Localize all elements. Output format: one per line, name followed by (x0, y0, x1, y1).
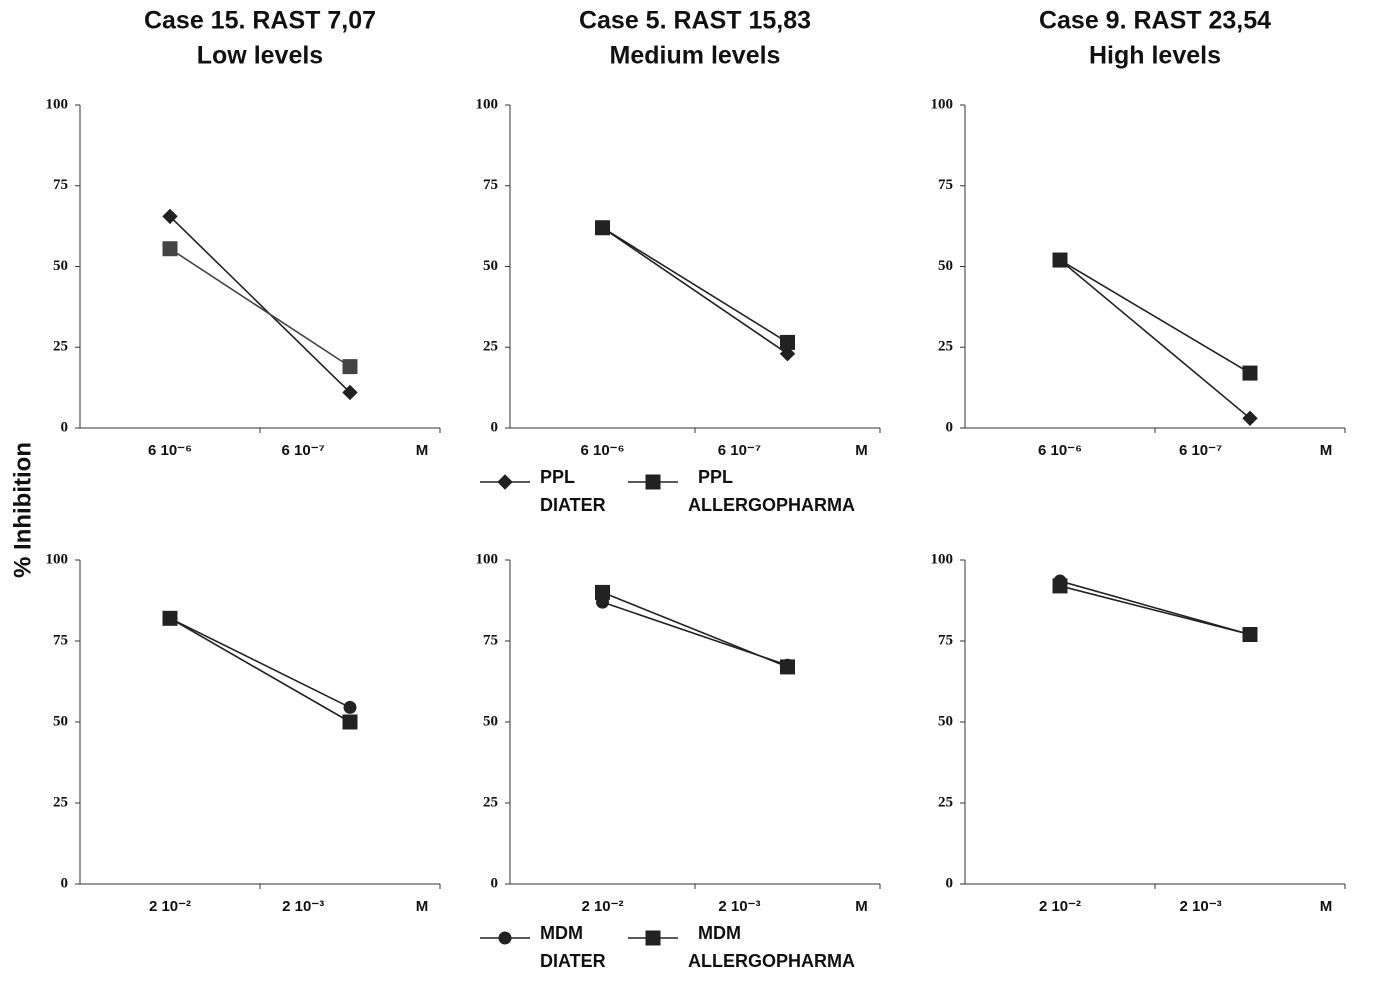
legend-label-line: MDM (698, 923, 741, 943)
data-point (1052, 252, 1068, 268)
y-tick-label: 100 (46, 551, 69, 567)
chart-title: Case 9. RAST 23,54 (1039, 7, 1271, 35)
chart-subtitle: Medium levels (610, 42, 781, 70)
data-point (1242, 365, 1258, 381)
y-tick-label: 0 (61, 875, 69, 891)
y-tick-label: 75 (938, 177, 953, 193)
legend-label: MDM ALLERGOPHARMA (688, 923, 855, 971)
x-axis-label: M (855, 898, 868, 915)
y-tick-label: 50 (483, 258, 498, 274)
series-line (602, 591, 788, 668)
legend-label-line: PPL (698, 467, 733, 487)
series-line (169, 215, 351, 394)
data-point (343, 700, 357, 714)
y-tick-label: 75 (938, 632, 953, 648)
x-tick-label: 6 10⁻⁶ (1038, 442, 1082, 459)
chart-subtitle: High levels (1089, 42, 1221, 70)
x-axis-label: M (416, 442, 429, 459)
y-tick-label: 25 (938, 794, 953, 810)
y-tick-label: 100 (476, 96, 499, 112)
series-line (602, 227, 788, 355)
x-tick-label: 2 10⁻² (581, 898, 623, 915)
series-line (602, 227, 788, 344)
y-tick-label: 100 (476, 551, 499, 567)
legend-marker (645, 474, 661, 490)
y-tick-label: 75 (53, 632, 68, 648)
y-tick-label: 50 (53, 713, 68, 729)
x-tick-label: 6 10⁻⁷ (718, 442, 761, 459)
y-tick-label: 25 (483, 794, 498, 810)
series-line (1059, 585, 1251, 636)
legend-label-line: ALLERGOPHARMA (688, 495, 855, 515)
x-axis-label: M (1320, 898, 1333, 915)
y-tick-label: 25 (53, 794, 68, 810)
y-tick-label: 50 (938, 713, 953, 729)
x-axis-label: M (1320, 442, 1333, 459)
data-point (162, 610, 178, 626)
x-tick-label: 6 10⁻⁶ (148, 442, 192, 459)
y-axis-label: % Inhibition (9, 442, 36, 578)
y-tick-label: 75 (53, 177, 68, 193)
y-tick-label: 25 (938, 339, 953, 355)
legend-marker (498, 931, 512, 945)
y-tick-label: 0 (491, 419, 499, 435)
y-tick-label: 75 (483, 177, 498, 193)
legend-label-line: PPL (540, 467, 575, 487)
legend-label-line: DIATER (540, 495, 606, 515)
y-tick-label: 50 (938, 258, 953, 274)
y-tick-label: 0 (491, 875, 499, 891)
data-point (1242, 410, 1258, 427)
x-tick-label: 6 10⁻⁷ (282, 442, 325, 459)
x-tick-label: 2 10⁻³ (718, 898, 760, 915)
series-line (1059, 259, 1251, 419)
chart-title: Case 5. RAST 15,83 (579, 7, 811, 35)
x-tick-label: 2 10⁻³ (1180, 898, 1222, 915)
y-tick-label: 100 (931, 551, 954, 567)
data-point (595, 220, 610, 236)
series-line (1059, 259, 1251, 374)
y-tick-label: 0 (946, 875, 954, 891)
y-tick-label: 25 (483, 339, 498, 355)
data-point (780, 334, 795, 350)
x-tick-label: 2 10⁻³ (282, 898, 324, 915)
data-point (162, 241, 178, 257)
legend-label: MDM DIATER (540, 923, 606, 971)
data-point (162, 208, 178, 225)
legend-label-line: MDM (540, 923, 583, 943)
y-tick-label: 0 (61, 419, 69, 435)
legend-label: PPL DIATER (540, 467, 606, 515)
data-point (1242, 627, 1258, 643)
data-point (780, 659, 795, 675)
data-point (595, 584, 610, 600)
series-line (169, 617, 351, 723)
x-axis-label: M (416, 898, 429, 915)
chart-title: Case 15. RAST 7,07 (144, 7, 376, 35)
y-tick-label: 0 (946, 419, 954, 435)
y-tick-label: 25 (53, 339, 68, 355)
legend-label-line: DIATER (540, 951, 606, 971)
y-tick-label: 100 (46, 96, 69, 112)
data-point (342, 384, 358, 401)
legend-label-line: ALLERGOPHARMA (688, 951, 855, 971)
legend-label: PPL ALLERGOPHARMA (688, 467, 855, 515)
data-point (342, 359, 358, 375)
y-tick-label: 75 (483, 632, 498, 648)
y-tick-label: 50 (53, 258, 68, 274)
x-tick-label: 6 10⁻⁶ (580, 442, 624, 459)
chart-subtitle: Low levels (197, 42, 323, 70)
series-line (169, 617, 351, 709)
y-tick-label: 50 (483, 713, 498, 729)
series-line (169, 248, 351, 368)
y-tick-label: 100 (931, 96, 954, 112)
data-point (342, 714, 358, 730)
legend-marker (497, 474, 513, 490)
x-tick-label: 2 10⁻² (1039, 898, 1081, 915)
x-tick-label: 2 10⁻² (149, 898, 191, 915)
data-point (1052, 578, 1068, 594)
legend-marker (645, 930, 661, 946)
x-tick-label: 6 10⁻⁷ (1179, 442, 1222, 459)
data-point (779, 346, 796, 362)
x-axis-label: M (855, 442, 868, 459)
